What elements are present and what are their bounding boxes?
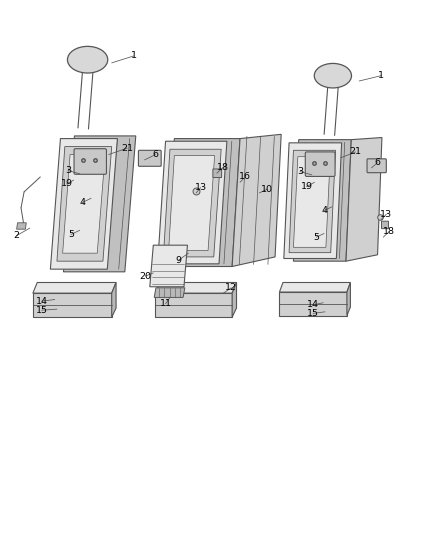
Polygon shape bbox=[150, 245, 187, 287]
Polygon shape bbox=[17, 223, 26, 229]
Text: 12: 12 bbox=[225, 284, 237, 292]
Polygon shape bbox=[158, 141, 227, 264]
Text: 9: 9 bbox=[176, 256, 182, 264]
Text: 14: 14 bbox=[35, 297, 48, 305]
Text: 5: 5 bbox=[313, 233, 319, 241]
Text: 3: 3 bbox=[297, 167, 303, 176]
FancyBboxPatch shape bbox=[74, 149, 106, 174]
Polygon shape bbox=[64, 136, 136, 272]
Text: 16: 16 bbox=[239, 173, 251, 181]
Polygon shape bbox=[155, 282, 237, 293]
FancyBboxPatch shape bbox=[213, 169, 222, 177]
Text: 2: 2 bbox=[14, 231, 20, 240]
Polygon shape bbox=[33, 282, 116, 293]
FancyBboxPatch shape bbox=[305, 152, 335, 176]
Text: 4: 4 bbox=[79, 198, 85, 207]
Polygon shape bbox=[293, 157, 330, 247]
FancyBboxPatch shape bbox=[138, 150, 161, 166]
Polygon shape bbox=[346, 138, 382, 261]
Text: 19: 19 bbox=[300, 182, 313, 191]
Polygon shape bbox=[232, 134, 281, 266]
Polygon shape bbox=[155, 293, 232, 317]
Polygon shape bbox=[279, 292, 347, 316]
Text: 13: 13 bbox=[194, 183, 207, 192]
Polygon shape bbox=[232, 282, 237, 317]
Text: 13: 13 bbox=[380, 210, 392, 219]
Text: 1: 1 bbox=[131, 52, 137, 60]
Polygon shape bbox=[50, 139, 117, 269]
Text: 6: 6 bbox=[152, 150, 159, 159]
Polygon shape bbox=[163, 149, 221, 257]
Text: 1: 1 bbox=[378, 71, 384, 80]
Text: 3: 3 bbox=[65, 166, 71, 175]
Text: 4: 4 bbox=[321, 206, 327, 215]
Polygon shape bbox=[57, 147, 112, 261]
Polygon shape bbox=[169, 156, 215, 251]
Polygon shape bbox=[33, 293, 112, 317]
Text: 19: 19 bbox=[60, 180, 73, 188]
Ellipse shape bbox=[67, 46, 108, 73]
Polygon shape bbox=[289, 150, 336, 253]
Polygon shape bbox=[166, 139, 240, 266]
Polygon shape bbox=[279, 282, 350, 292]
Text: 6: 6 bbox=[374, 158, 381, 167]
Text: 10: 10 bbox=[261, 185, 273, 193]
Text: 21: 21 bbox=[121, 144, 133, 152]
Text: 21: 21 bbox=[350, 148, 362, 156]
Polygon shape bbox=[347, 282, 350, 316]
Text: 20: 20 bbox=[139, 272, 152, 280]
Polygon shape bbox=[293, 140, 351, 261]
Text: 15: 15 bbox=[35, 306, 48, 314]
Text: 11: 11 bbox=[159, 300, 172, 308]
Text: 18: 18 bbox=[216, 164, 229, 172]
Text: 15: 15 bbox=[307, 309, 319, 318]
Polygon shape bbox=[63, 155, 105, 253]
Ellipse shape bbox=[314, 63, 351, 88]
Text: 14: 14 bbox=[307, 301, 319, 309]
FancyBboxPatch shape bbox=[367, 159, 386, 173]
Polygon shape bbox=[112, 282, 116, 317]
Polygon shape bbox=[284, 143, 342, 259]
Text: 18: 18 bbox=[383, 228, 395, 236]
Polygon shape bbox=[154, 288, 185, 297]
FancyBboxPatch shape bbox=[381, 221, 389, 229]
Text: 5: 5 bbox=[68, 230, 74, 239]
